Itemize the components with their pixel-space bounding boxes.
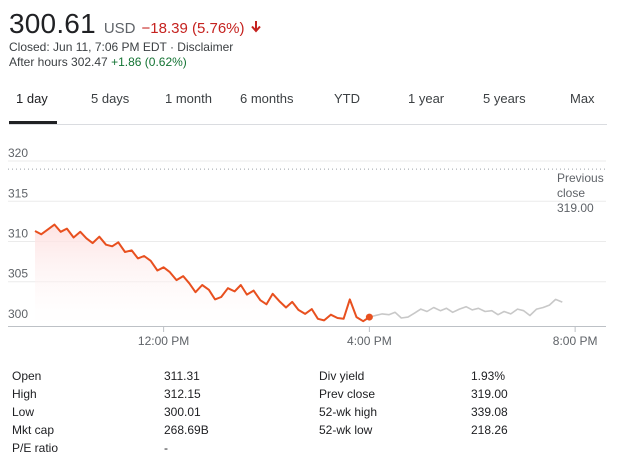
quote-header: 300.61 USD −18.39 (5.76%) Closed: Jun 11… <box>9 8 261 70</box>
stat-label: 52-wk low <box>319 423 373 437</box>
tab-ytd[interactable]: YTD <box>334 91 360 106</box>
stat-value: 311.31 <box>164 369 200 383</box>
tab-max[interactable]: Max <box>570 91 595 106</box>
stat-mkt-cap: Mkt cap 268.69B <box>12 423 252 441</box>
stat-label: High <box>12 387 37 401</box>
stat-value: 1.93% <box>471 369 506 383</box>
stat-label: Open <box>12 369 42 383</box>
stat-prev-close: Prev close 319.00 <box>319 387 559 405</box>
range-tabs: 1 day 5 days 1 month 6 months YTD 1 year… <box>9 84 607 125</box>
stat-label: Low <box>12 405 35 419</box>
y-tick-label: 315 <box>8 186 28 200</box>
currency-code: USD <box>103 20 136 37</box>
tab-1-day[interactable]: 1 day <box>16 91 48 106</box>
stat-label: Div yield <box>319 369 365 383</box>
price-line-after-hours <box>369 298 563 319</box>
after-hours-change: +1.86 (0.62%) <box>111 55 187 69</box>
price-line-regular <box>34 223 370 323</box>
stat-value: 339.08 <box>471 405 508 419</box>
stat-value: 319.00 <box>471 387 508 401</box>
price-row: 300.61 USD −18.39 (5.76%) <box>9 8 261 40</box>
stat-low: Low 300.01 <box>12 405 252 423</box>
previous-close-value: 319.00 <box>557 201 594 215</box>
price-change: −18.39 (5.76%) <box>141 20 245 37</box>
stat-value: - <box>164 441 168 455</box>
stat-label: Mkt cap <box>12 423 55 437</box>
tab-1-month[interactable]: 1 month <box>165 91 212 106</box>
stat-value: 312.15 <box>164 387 201 401</box>
tab-5-years[interactable]: 5 years <box>483 91 526 106</box>
y-tick-label: 310 <box>8 227 28 241</box>
price-area-fill <box>35 224 370 326</box>
closed-status: Closed: Jun 11, 7:06 PM EDT · Disclaimer <box>9 40 234 54</box>
x-tick-label: 4:00 PM <box>347 334 392 348</box>
stat-div-yield: Div yield 1.93% <box>319 369 559 387</box>
close-marker <box>365 313 373 321</box>
current-price: 300.61 <box>9 8 96 39</box>
after-hours: After hours 302.47 +1.86 (0.62%) <box>9 55 261 70</box>
stat-52wk-high: 52-wk high 339.08 <box>319 405 559 423</box>
stat-value: 300.01 <box>164 405 201 419</box>
x-tick-label: 8:00 PM <box>553 334 598 348</box>
stat-value: 218.26 <box>471 423 508 437</box>
y-tick-label: 305 <box>8 267 28 281</box>
y-tick-label: 300 <box>8 307 28 321</box>
arrow-down-icon <box>250 21 261 33</box>
y-tick-label: 320 <box>8 146 28 160</box>
stat-pe-ratio: P/E ratio - <box>12 441 252 459</box>
tab-6-months[interactable]: 6 months <box>240 91 294 106</box>
stat-52wk-low: 52-wk low 218.26 <box>319 423 559 441</box>
stat-high: High 312.15 <box>12 387 252 405</box>
previous-close-label: close <box>557 186 585 200</box>
stat-label: Prev close <box>319 387 376 401</box>
tab-5-days[interactable]: 5 days <box>91 91 130 106</box>
active-tab-indicator <box>9 121 57 124</box>
x-tick-label: 12:00 PM <box>138 334 189 348</box>
stat-open: Open 311.31 <box>12 369 252 387</box>
after-hours-label: After hours 302.47 <box>9 55 108 69</box>
stat-label: P/E ratio <box>12 441 59 455</box>
tab-1-year[interactable]: 1 year <box>408 91 445 106</box>
stat-label: 52-wk high <box>319 405 378 419</box>
previous-close-label: Previous <box>557 171 604 185</box>
stat-value: 268.69B <box>164 423 209 437</box>
